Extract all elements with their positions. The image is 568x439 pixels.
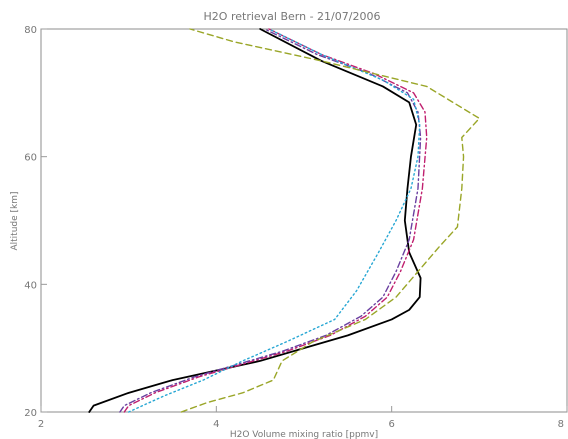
series-line-5	[180, 28, 481, 413]
x-tick-label: 2	[38, 419, 44, 430]
plot-frame	[40, 28, 568, 413]
y-tick-label: 80	[24, 25, 37, 36]
chart-title: H2O retrieval Bern - 21/07/2006	[204, 10, 381, 23]
x-ticks: 2 4 6 8	[38, 406, 568, 430]
x-tick-label: 8	[558, 419, 564, 430]
x-axis-title: H2O Volume mixing ratio [ppmv]	[230, 430, 378, 439]
series-layer	[88, 28, 481, 413]
series-line-1	[88, 28, 422, 413]
y-axis-title: Altitude [km]	[10, 191, 20, 250]
series-line-4	[127, 28, 421, 413]
y-tick-label: 60	[24, 153, 37, 164]
y-tick-label: 40	[24, 280, 37, 291]
x-tick-label: 4	[213, 419, 219, 430]
series-line-2	[123, 28, 428, 413]
y-ticks: 20 40 60 80	[24, 25, 47, 419]
x-tick-label: 6	[388, 419, 394, 430]
y-tick-label: 20	[24, 408, 37, 419]
series-line-3	[119, 28, 422, 413]
